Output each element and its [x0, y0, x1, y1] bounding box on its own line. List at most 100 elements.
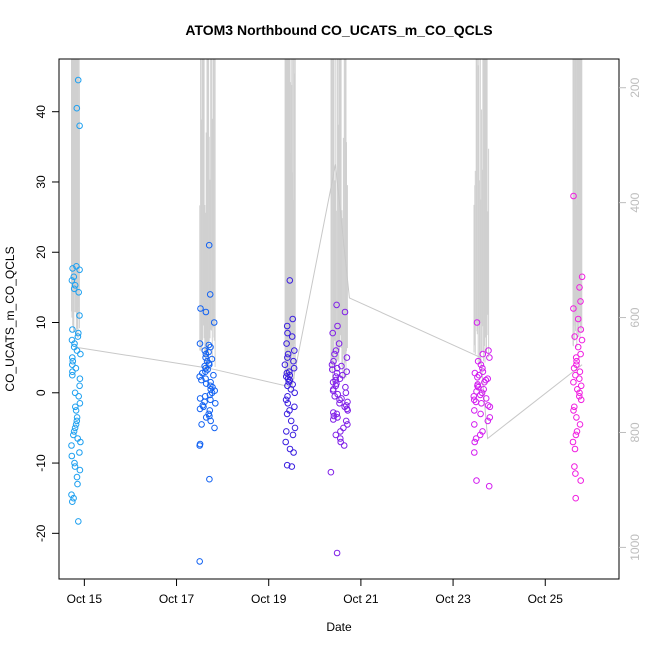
data-point: [484, 375, 492, 383]
data-point: [577, 326, 585, 333]
data-point: [284, 393, 291, 400]
data-point: [343, 368, 351, 376]
data-point: [283, 410, 291, 418]
data-point: [69, 361, 76, 369]
data-point: [482, 395, 490, 402]
data-point: [73, 347, 81, 354]
data-point: [340, 442, 348, 449]
data-point: [71, 282, 79, 289]
data-point: [342, 389, 350, 397]
data-point: [202, 350, 210, 358]
data-point: [577, 298, 584, 305]
data-point: [330, 412, 338, 420]
data-point: [290, 364, 298, 372]
data-point: [578, 336, 586, 344]
y2-tick-label: 600: [628, 307, 642, 327]
data-point: [202, 354, 209, 361]
y-tick-label: -10: [34, 454, 48, 472]
data-point: [196, 442, 203, 449]
data-point: [68, 452, 76, 460]
data-point: [291, 389, 299, 397]
data-point: [571, 445, 579, 453]
data-point: [573, 414, 580, 421]
data-point: [573, 357, 580, 365]
data-point: [577, 396, 585, 404]
data-point: [196, 340, 204, 347]
data-point: [205, 341, 213, 349]
data-point: [333, 549, 341, 557]
data-point: [76, 466, 84, 474]
data-point: [341, 308, 349, 316]
data-point: [478, 400, 485, 407]
data-point: [333, 369, 341, 377]
data-point: [70, 285, 78, 293]
data-point: [337, 428, 344, 435]
data-point: [283, 428, 290, 435]
data-point: [69, 368, 76, 376]
x-tick-label: Oct 19: [251, 592, 287, 606]
y2-tick-label: 200: [628, 77, 642, 97]
data-point: [284, 354, 291, 361]
chart-title: ATOM3 Northbound CO_UCATS_m_CO_QCLS: [185, 22, 492, 38]
data-point: [573, 428, 581, 435]
data-point: [291, 424, 299, 432]
data-point: [196, 373, 203, 380]
data-point: [204, 366, 211, 373]
data-point: [473, 319, 481, 326]
data-point: [486, 403, 494, 411]
data-point: [486, 354, 493, 361]
data-point: [332, 347, 340, 354]
data-point: [577, 382, 585, 390]
x-tick-label: Oct 23: [435, 592, 471, 606]
data-point: [76, 382, 83, 390]
data-point: [200, 403, 207, 411]
plot-frame: [58, 58, 620, 580]
data-point: [283, 461, 291, 469]
y2-axis: 200 400 600 800 1000: [619, 77, 642, 561]
data-point: [282, 396, 290, 404]
data-point: [335, 340, 343, 347]
data-point: [572, 470, 579, 477]
data-point: [477, 361, 485, 369]
data-point: [290, 449, 297, 456]
data-point: [201, 398, 208, 406]
data-point: [202, 308, 210, 316]
y-tick-label: 40: [34, 105, 48, 119]
y-tick-label: -20: [34, 524, 48, 542]
data-point: [577, 350, 584, 358]
data-point: [196, 405, 204, 413]
data-point: [73, 104, 81, 112]
data-point: [287, 417, 295, 425]
data-point: [344, 407, 352, 414]
data-point: [196, 558, 203, 565]
data-point: [196, 395, 204, 402]
data-point: [287, 386, 295, 393]
data-point: [211, 424, 218, 432]
data-point: [201, 347, 209, 354]
x-tick-label: Oct 25: [528, 592, 564, 606]
data-point: [76, 400, 84, 407]
data-point: [70, 428, 78, 435]
data-point: [485, 347, 492, 354]
data-point: [330, 357, 337, 365]
data-point: [484, 417, 492, 425]
data-point: [480, 386, 488, 393]
data-point: [471, 438, 479, 446]
data-point: [68, 277, 76, 284]
data-point: [206, 391, 214, 399]
data-point: [470, 396, 478, 404]
data-point: [286, 445, 294, 453]
data-point: [331, 350, 338, 358]
data-point: [576, 368, 584, 376]
data-point: [281, 361, 289, 369]
data-point: [76, 266, 83, 274]
data-point: [210, 371, 217, 379]
data-point: [284, 329, 291, 337]
data-point: [72, 364, 80, 372]
data-point: [75, 518, 82, 525]
data-point: [336, 396, 343, 404]
data-point: [71, 459, 78, 467]
data-point: [479, 368, 487, 376]
data-point: [71, 389, 79, 397]
data-point: [76, 122, 83, 130]
